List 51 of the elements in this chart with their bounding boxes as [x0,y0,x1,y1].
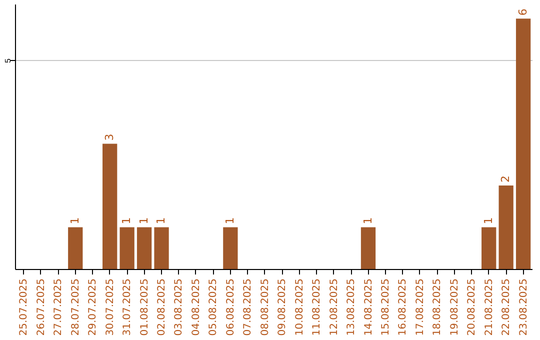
data-label: 1 [154,217,168,224]
x-tick-label: 28.07.2025 [70,278,82,336]
x-tick-label: 08.08.2025 [260,278,271,336]
bar [154,227,169,269]
x-tick-label: 17.08.2025 [414,278,426,336]
bar [498,186,514,269]
x-tick-label: 01.08.2025 [139,278,150,336]
bar [136,227,152,269]
data-label: 1 [137,217,150,224]
x-tick-label: 13.08.2025 [346,278,358,336]
x-tick-label: 16.08.2025 [398,278,409,336]
data-label: 1 [361,217,374,224]
x-tick-label: 10.08.2025 [294,278,306,336]
x-tick-label: 19.08.2025 [449,278,460,336]
bar [68,227,83,269]
bar [482,227,496,269]
x-tick-label: 22.08.2025 [501,278,512,336]
x-tick-label: 15.08.2025 [380,278,392,336]
bar [120,227,134,269]
x-tick-label: 20.08.2025 [466,278,478,336]
bar [516,18,531,269]
data-label: 1 [68,217,82,224]
data-label: 2 [499,176,512,183]
x-tick-label: 26.07.2025 [36,278,47,336]
x-tick-label: 06.08.2025 [225,278,236,336]
x-tick-label: 09.08.2025 [277,278,288,336]
x-tick-label: 03.08.2025 [174,278,185,336]
x-tick-label: 31.07.2025 [122,278,134,336]
x-tick-label: 25.07.2025 [18,278,30,336]
x-tick-label: 29.07.2025 [88,278,99,336]
bar [223,227,238,269]
x-tick-label: 14.08.2025 [363,278,374,336]
x-tick-label: 21.08.2025 [484,278,495,336]
data-label: 3 [102,134,116,141]
data-label: 1 [120,217,134,224]
bar [360,227,376,269]
x-tick-label: 11.08.2025 [312,278,323,336]
x-tick-label: 30.07.2025 [104,278,116,336]
data-label: 1 [482,217,495,224]
x-tick-label: 23.08.2025 [518,278,530,336]
x-tick-label: 18.08.2025 [432,278,444,336]
x-tick-label: 12.08.2025 [328,278,340,336]
data-label: 1 [223,217,236,224]
x-tick-label: 05.08.2025 [208,278,220,336]
bar [102,144,118,269]
y-tick-label: 5 [4,58,12,64]
x-tick-label: 07.08.2025 [242,278,254,336]
x-tick-label: 02.08.2025 [156,278,168,336]
x-tick-label: 04.08.2025 [190,278,202,336]
x-tick-label: 27.07.2025 [53,278,64,336]
data-label: 6 [516,8,530,16]
